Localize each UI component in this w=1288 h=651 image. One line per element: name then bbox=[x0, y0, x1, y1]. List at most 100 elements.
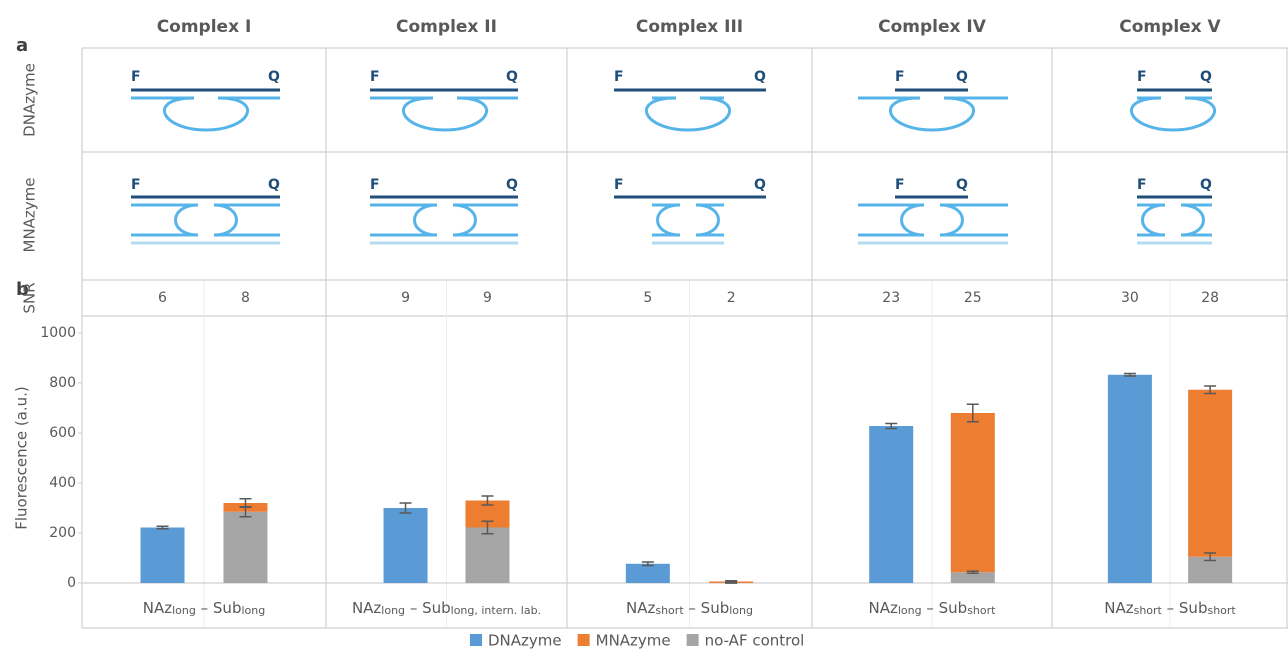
legend-swatch bbox=[687, 634, 699, 646]
quencher: Q bbox=[268, 69, 280, 85]
bar bbox=[384, 508, 428, 583]
y-tick-label: 600 bbox=[49, 425, 76, 441]
quencher: Q bbox=[956, 177, 968, 193]
partzyme-arm bbox=[415, 205, 438, 235]
label-part: short bbox=[655, 604, 684, 617]
legend-label: DNAzyme bbox=[488, 632, 562, 650]
partzyme-arm bbox=[453, 205, 476, 235]
partzyme-arm bbox=[696, 205, 719, 235]
label-part: long bbox=[729, 604, 753, 617]
y-tick-label: 1000 bbox=[40, 325, 76, 341]
legend-swatch bbox=[470, 634, 482, 646]
y-tick-label: 200 bbox=[49, 525, 76, 541]
partzyme-arm bbox=[1143, 205, 1166, 235]
column-header: Complex I bbox=[157, 17, 252, 37]
snr-value: 5 bbox=[643, 290, 652, 306]
y-tick-label: 400 bbox=[49, 475, 76, 491]
column-header: Complex IV bbox=[878, 17, 987, 37]
row-label: DNAzyme bbox=[21, 63, 39, 137]
error-bar bbox=[725, 581, 737, 583]
figure: a b DNAzyme MNAzyme SNR Fluorescence (a.… bbox=[0, 0, 1288, 651]
label-part: short bbox=[1207, 604, 1236, 617]
fluorophore: F bbox=[131, 177, 141, 193]
y-tick-label: 0 bbox=[67, 575, 76, 591]
fluorophore: F bbox=[895, 177, 905, 193]
fluorophore: F bbox=[614, 177, 624, 193]
catalytic-loop bbox=[890, 98, 973, 130]
legend-label: MNAzyme bbox=[596, 632, 671, 650]
quencher: Q bbox=[1200, 69, 1212, 85]
snr-value: 23 bbox=[882, 290, 900, 306]
fluorophore: F bbox=[370, 177, 380, 193]
column-header: Complex V bbox=[1119, 17, 1221, 37]
partzyme-arm bbox=[658, 205, 681, 235]
catalytic-loop bbox=[164, 98, 247, 130]
label-part: – Sub bbox=[922, 599, 968, 617]
quencher: Q bbox=[754, 177, 766, 193]
label-part: – Sub bbox=[684, 599, 730, 617]
label-part: – Sub bbox=[1162, 599, 1208, 617]
quencher: Q bbox=[754, 69, 766, 85]
fluorophore: F bbox=[895, 69, 905, 85]
legend: DNAzyme MNAzyme no-AF control bbox=[470, 632, 804, 650]
quencher: Q bbox=[956, 69, 968, 85]
partzyme-arm bbox=[176, 205, 199, 235]
snr-value: 9 bbox=[483, 290, 492, 306]
bar bbox=[223, 512, 267, 583]
label-part: – Sub bbox=[405, 599, 451, 617]
label-part: – Sub bbox=[196, 599, 242, 617]
label-part: long bbox=[898, 604, 922, 617]
fluorophore: F bbox=[1137, 177, 1147, 193]
label-part: short bbox=[967, 604, 996, 617]
bar bbox=[951, 413, 995, 572]
partzyme-arm bbox=[940, 205, 963, 235]
x-tick-label: NAzshort – Subshort bbox=[1104, 599, 1236, 618]
quencher: Q bbox=[1200, 177, 1212, 193]
snr-value: 2 bbox=[727, 290, 736, 306]
legend-label: no-AF control bbox=[705, 632, 805, 650]
bar bbox=[141, 528, 185, 584]
column-header: Complex II bbox=[396, 17, 497, 37]
fluorophore: F bbox=[370, 69, 380, 85]
y-axis-label: Fluorescence (a.u.) bbox=[13, 386, 31, 530]
column-header: Complex III bbox=[636, 17, 743, 37]
bar bbox=[1188, 390, 1232, 557]
label-part: NAz bbox=[626, 599, 655, 617]
partzyme-arm bbox=[1181, 205, 1204, 235]
partzyme-arm bbox=[902, 205, 925, 235]
snr-value: 8 bbox=[241, 290, 250, 306]
panel-letter: a bbox=[16, 35, 28, 56]
x-tick-label: NAzlong – Sublong, intern. lab. bbox=[352, 599, 541, 618]
quencher: Q bbox=[506, 177, 518, 193]
catalytic-loop bbox=[1131, 98, 1214, 130]
snr-value: 9 bbox=[401, 290, 410, 306]
row-label: MNAzyme bbox=[21, 177, 39, 252]
legend-swatch bbox=[578, 634, 590, 646]
fluorophore: F bbox=[1137, 69, 1147, 85]
bar bbox=[869, 426, 913, 583]
bar bbox=[465, 528, 509, 584]
catalytic-loop bbox=[403, 98, 486, 130]
partzyme-arm bbox=[214, 205, 237, 235]
bar bbox=[626, 564, 670, 583]
quencher: Q bbox=[268, 177, 280, 193]
snr-value: 6 bbox=[158, 290, 167, 306]
label-part: long bbox=[172, 604, 196, 617]
label-part: long bbox=[241, 604, 265, 617]
x-tick-label: NAzshort – Sublong bbox=[626, 599, 753, 618]
x-tick-label: NAzlong – Subshort bbox=[869, 599, 997, 618]
snr-value: 28 bbox=[1201, 290, 1219, 306]
bar bbox=[1108, 375, 1152, 583]
label-part: long bbox=[381, 604, 405, 617]
y-tick-label: 800 bbox=[49, 375, 76, 391]
snr-value: 30 bbox=[1121, 290, 1139, 306]
x-tick-label: NAzlong – Sublong bbox=[143, 599, 265, 618]
quencher: Q bbox=[506, 69, 518, 85]
label-part: long, intern. lab. bbox=[451, 604, 541, 617]
label-part: NAz bbox=[143, 599, 172, 617]
label-part: NAz bbox=[1104, 599, 1133, 617]
catalytic-loop bbox=[646, 98, 729, 130]
snr-value: 25 bbox=[964, 290, 982, 306]
label-part: NAz bbox=[869, 599, 898, 617]
label-part: NAz bbox=[352, 599, 381, 617]
